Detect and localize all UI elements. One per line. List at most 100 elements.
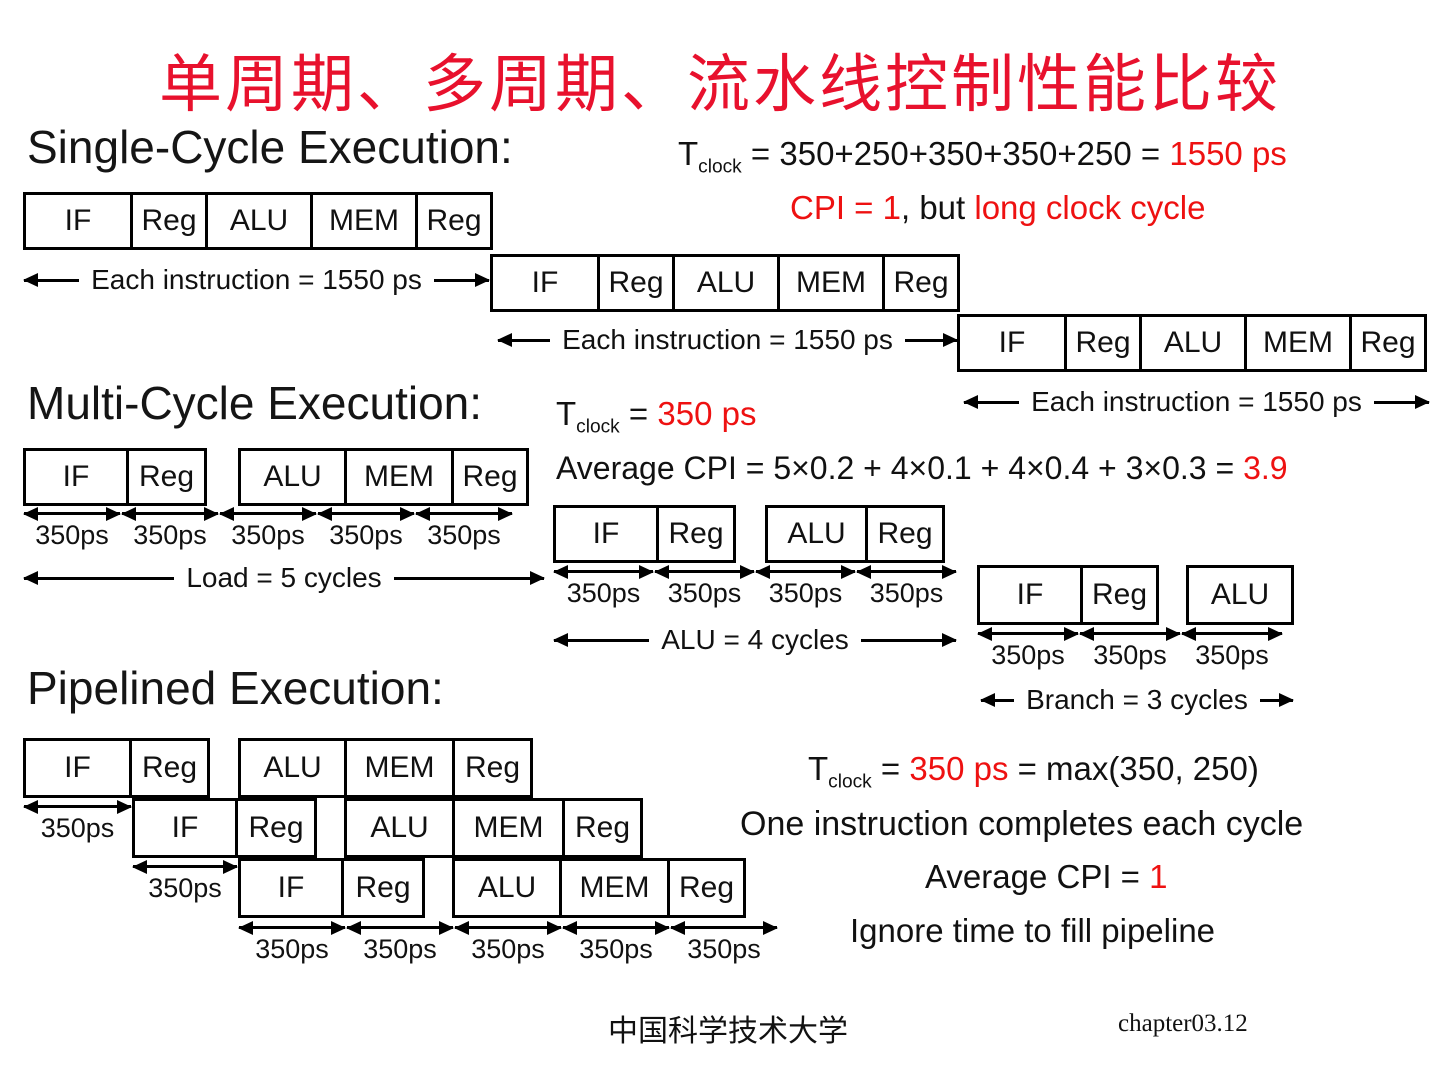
arrowhead-right-icon [1064, 627, 1079, 641]
arrow-line [1182, 632, 1282, 635]
stage-label: ALU [477, 871, 537, 904]
stage-label: Reg [608, 266, 664, 299]
branch-cycles-arrow: Branch = 3 cycles [980, 682, 1294, 718]
stage-box: Reg [129, 738, 210, 798]
arrowhead-left-icon [977, 627, 992, 641]
stage-label: ALU [370, 811, 429, 844]
arrowhead-right-icon [655, 921, 670, 935]
duration-label: 350ps [471, 934, 545, 964]
stage-label: Reg [426, 204, 482, 237]
stage-box: IF [238, 858, 344, 918]
arrowhead-right-icon [942, 633, 957, 647]
stage-box: Reg [1080, 565, 1159, 625]
stage-box: Reg [562, 798, 643, 858]
stage-label: Reg [248, 811, 304, 844]
stage-box: Reg [1349, 314, 1427, 372]
stage-box: Reg [235, 798, 317, 858]
stage-box: Reg [126, 448, 207, 506]
arrowhead-right-icon [1268, 627, 1283, 641]
arrowhead-right-icon [740, 565, 755, 579]
pipelined-instruction-1: IF Reg ALU MEM Reg [23, 738, 533, 798]
arrow-line [1080, 632, 1180, 635]
stage-box: IF [132, 798, 238, 858]
arrow-line [655, 570, 754, 573]
arrow-line [122, 512, 218, 515]
single-cycle-instruction-1: IF Reg ALU MEM Reg [23, 192, 493, 250]
stage-label: Reg [462, 460, 518, 493]
arrow-line [563, 926, 669, 929]
stage-box: MEM [452, 798, 565, 858]
single-cycle-instruction-2: IF Reg ALU MEM Reg [490, 254, 960, 312]
duration-arrow: 350ps [23, 800, 132, 849]
stage-box: ALU [205, 192, 313, 250]
arrowhead-left-icon [238, 921, 253, 935]
stage-box: MEM [777, 254, 885, 312]
arrowhead-right-icon [942, 565, 957, 579]
stage-label: IF [171, 811, 199, 844]
single-cycle-tclock-formula: Tclock = 350+250+350+350+250 = 1550 ps [678, 135, 1287, 179]
stage-label: ALU [229, 204, 289, 237]
stage-label: ALU [1163, 326, 1223, 359]
duration-label: 350ps [427, 520, 501, 550]
duration-arrow: 350ps [415, 507, 513, 556]
cpi-mid: , but [900, 189, 975, 226]
duration-label: 350ps [579, 934, 653, 964]
arrow-line [978, 632, 1078, 635]
arrowhead-left-icon [1079, 627, 1094, 641]
pipelined-tclock-formula: Tclock = 350 ps = max(350, 250) [808, 750, 1259, 794]
arrowhead-left-icon [23, 507, 38, 521]
duration-arrow: 350ps [856, 565, 957, 614]
each-instruction-arrow-1: Each instruction = 1550 ps [23, 262, 490, 298]
pipelined-instruction-3: IF Reg ALU MEM Reg [238, 858, 746, 918]
stage-label: ALU [263, 751, 322, 784]
arrowhead-left-icon [132, 860, 147, 874]
stage-label: MEM [364, 460, 434, 493]
stage-label: MEM [1263, 326, 1333, 359]
pipelined-avg-cpi-line: Average CPI = 1 [925, 858, 1167, 896]
formula-body: = [871, 750, 910, 787]
stage-label: Reg [355, 871, 411, 904]
duration-arrow: 350ps [454, 921, 562, 970]
arrowhead-left-icon [654, 565, 669, 579]
footer-organization: 中国科学技术大学 [608, 1015, 848, 1048]
stage-box: ALU [1139, 314, 1247, 372]
arrowhead-right-icon [106, 507, 121, 521]
stage-label: Reg [877, 517, 933, 550]
stage-label: Reg [1360, 326, 1416, 359]
stage-label: IF [64, 204, 92, 237]
arrow-caption: Each instruction = 1550 ps [550, 324, 905, 356]
arrow-line [318, 512, 414, 515]
arrow-caption: Each instruction = 1550 ps [79, 264, 434, 296]
multi-cycle-branch-instruction: IF Reg ALU [977, 565, 1294, 625]
avg-cpi-formula: Average CPI = [925, 858, 1150, 895]
stage-label: ALU [696, 266, 756, 299]
arrow-line [857, 570, 956, 573]
arrowhead-right-icon [841, 565, 856, 579]
stage-box: Reg [451, 448, 529, 506]
stage-box: IF [23, 192, 133, 250]
stage-label: MEM [364, 751, 435, 784]
stage-box: MEM [559, 858, 670, 918]
stage-box: MEM [344, 448, 454, 506]
stage-label: IF [277, 871, 305, 904]
duration-arrow: 350ps [755, 565, 856, 614]
arrowhead-left-icon [23, 800, 38, 814]
stage-label: Reg [574, 811, 631, 844]
stage-box: ALU [344, 798, 455, 858]
multi-cycle-avg-cpi-line: Average CPI = 5×0.2 + 4×0.1 + 4×0.4 + 3×… [556, 450, 1288, 487]
stage-label: IF [531, 266, 559, 299]
stage-box: IF [977, 565, 1083, 625]
alu-cycle-arrows: 350ps 350ps 350ps 350ps [553, 565, 957, 614]
duration-label: 350ps [363, 934, 437, 964]
stage-box: Reg [882, 254, 960, 312]
each-instruction-arrow-2: Each instruction = 1550 ps [497, 322, 958, 358]
duration-label: 350ps [869, 578, 944, 608]
tclock-subscript: clock [698, 156, 742, 178]
pipeline-stagger-arrow-2: 350ps [132, 860, 238, 909]
stage-box: ALU [238, 738, 347, 798]
stage-box: MEM [310, 192, 418, 250]
arrow-caption: ALU = 4 cycles [649, 624, 861, 656]
stage-label: IF [64, 751, 91, 784]
duration-label: 350ps [991, 640, 1065, 670]
